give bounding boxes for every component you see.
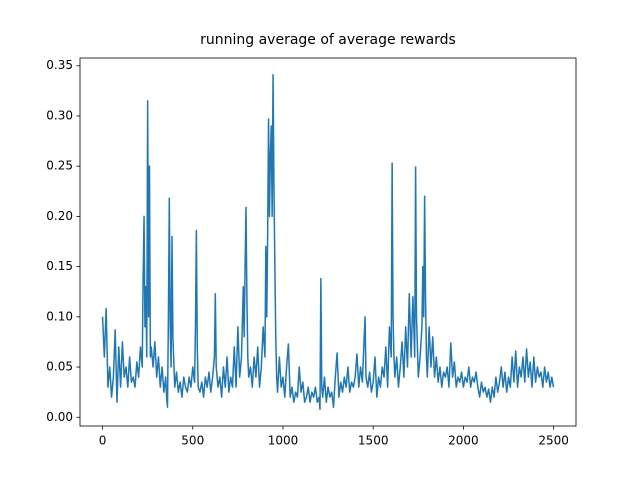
y-tick-label: 0.20	[46, 209, 73, 223]
plot-frame	[79, 57, 577, 427]
x-tick-label: 1000	[268, 434, 299, 448]
x-tick-label: 2000	[448, 434, 479, 448]
y-tick-label: 0.25	[46, 159, 73, 173]
y-tick-label: 0.15	[46, 259, 73, 273]
y-tick-label: 0.00	[46, 410, 73, 424]
x-tick-label: 1500	[358, 434, 389, 448]
y-tick-label: 0.30	[46, 108, 73, 122]
y-tick-label: 0.10	[46, 309, 73, 323]
y-tick-label: 0.05	[46, 360, 73, 374]
x-tick-label: 0	[99, 434, 107, 448]
line-series	[101, 74, 555, 410]
y-tick-label: 0.35	[46, 58, 73, 72]
chart-title: running average of average rewards	[200, 32, 456, 48]
x-tick-label: 2500	[538, 434, 569, 448]
x-tick-label: 500	[181, 434, 204, 448]
